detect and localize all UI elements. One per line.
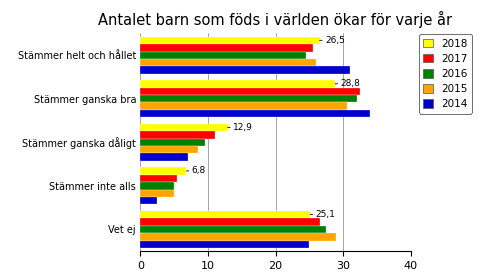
Text: 12,9: 12,9 xyxy=(227,123,253,132)
Bar xyxy=(140,211,310,218)
Bar xyxy=(140,182,174,189)
Bar xyxy=(140,102,347,110)
Bar xyxy=(140,80,335,88)
Bar xyxy=(140,59,316,66)
Bar xyxy=(140,146,198,153)
Bar xyxy=(140,233,336,240)
Bar xyxy=(140,153,187,161)
Text: 25,1: 25,1 xyxy=(310,210,335,219)
Bar xyxy=(140,175,177,182)
Bar xyxy=(140,240,309,248)
Text: 6,8: 6,8 xyxy=(186,166,206,175)
Legend: 2018, 2017, 2016, 2015, 2014: 2018, 2017, 2016, 2015, 2014 xyxy=(419,34,472,114)
Bar xyxy=(140,167,186,175)
Text: 28,8: 28,8 xyxy=(335,79,360,88)
Bar xyxy=(140,131,214,139)
Bar xyxy=(140,226,326,233)
Bar xyxy=(140,44,313,52)
Bar xyxy=(140,110,370,117)
Bar xyxy=(140,197,157,205)
Bar xyxy=(140,88,360,95)
Bar xyxy=(140,139,204,146)
Bar xyxy=(140,124,227,131)
Title: Antalet barn som föds i världen ökar för varje år: Antalet barn som föds i världen ökar för… xyxy=(99,11,452,28)
Text: 26,5: 26,5 xyxy=(320,36,345,45)
Bar xyxy=(140,95,357,102)
Bar xyxy=(140,37,320,44)
Bar xyxy=(140,189,174,197)
Bar xyxy=(140,218,320,226)
Bar xyxy=(140,66,350,74)
Bar xyxy=(140,52,306,59)
